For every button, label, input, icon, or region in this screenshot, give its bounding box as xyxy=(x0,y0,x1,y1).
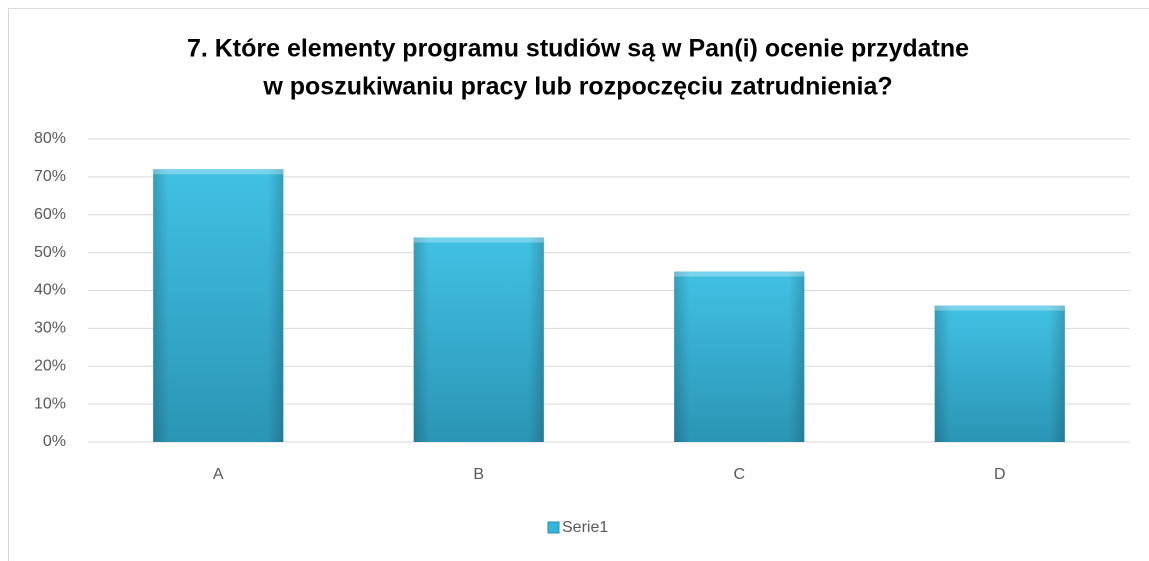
y-tick-label: 70% xyxy=(34,168,66,185)
y-tick-label: 30% xyxy=(34,320,66,337)
y-tick-label: 60% xyxy=(34,206,66,223)
y-tick-label: 40% xyxy=(34,282,66,299)
y-tick-label: 0% xyxy=(43,433,66,450)
y-tick-label: 20% xyxy=(34,357,66,374)
bar-bevel xyxy=(153,169,284,443)
bar-top xyxy=(674,271,805,277)
x-tick-label: A xyxy=(213,466,224,483)
legend-label: Serie1 xyxy=(562,519,608,536)
bar-bevel xyxy=(674,271,805,442)
x-tick-label: D xyxy=(994,466,1006,483)
y-tick-label: 10% xyxy=(34,395,66,412)
x-tick-label: B xyxy=(473,466,484,483)
bar-bevel xyxy=(934,305,1065,442)
bar-top xyxy=(413,237,544,243)
bar-top xyxy=(153,169,284,175)
legend-swatch xyxy=(547,521,560,534)
chart-title: w poszukiwaniu pracy lub rozpoczęciu zat… xyxy=(262,73,892,101)
chart-border xyxy=(8,8,1149,561)
x-tick-label: C xyxy=(733,466,745,483)
chart-title: 7. Które elementy programu studiów są w … xyxy=(187,35,969,63)
bar-bevel xyxy=(413,237,544,442)
y-tick-label: 50% xyxy=(34,244,66,261)
bar-top xyxy=(934,305,1065,311)
y-tick-label: 80% xyxy=(34,130,66,147)
